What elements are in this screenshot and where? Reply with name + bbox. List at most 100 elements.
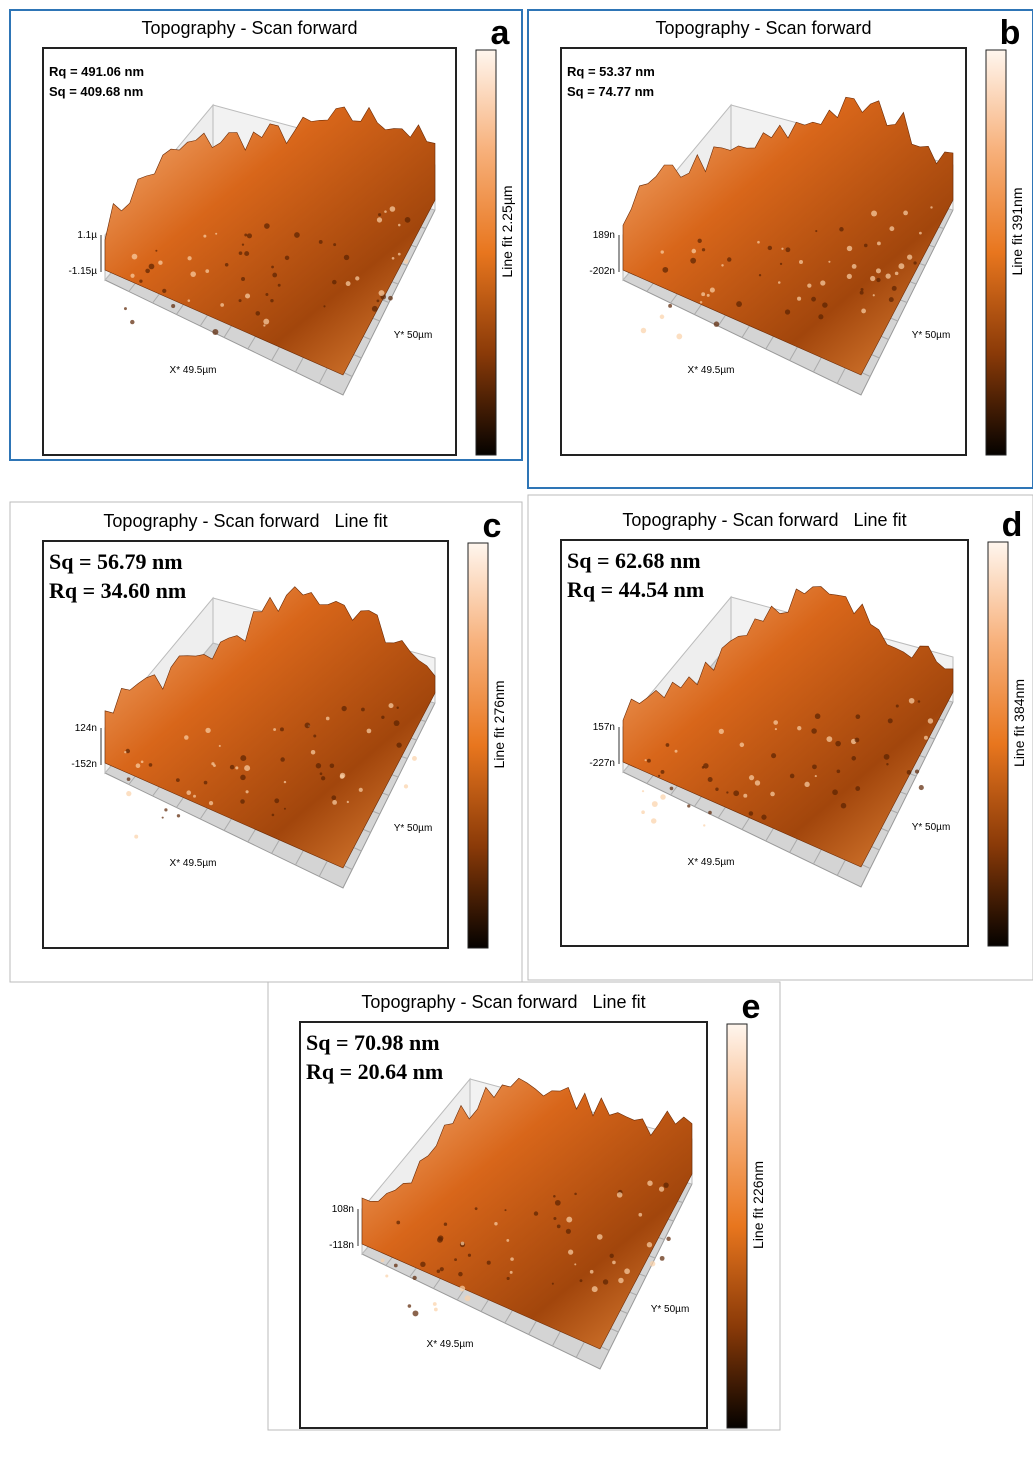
surface-texture	[141, 761, 144, 764]
surface-texture	[344, 255, 349, 260]
surface-texture	[852, 264, 857, 269]
surface-texture	[708, 811, 712, 815]
surface-texture	[888, 718, 893, 723]
surface-texture	[778, 281, 781, 284]
colorbar-label: Line fit 2.25µm	[499, 185, 515, 277]
surface-texture	[263, 319, 269, 325]
surface-texture	[319, 240, 323, 244]
surface-texture	[246, 790, 249, 793]
surface-texture	[377, 299, 380, 302]
surface-texture	[379, 290, 385, 296]
surface-texture	[187, 256, 191, 260]
surface-texture	[786, 247, 791, 252]
surface-texture	[566, 1217, 572, 1223]
surface-texture	[568, 1249, 573, 1254]
z-top-label: 124n	[75, 723, 97, 734]
panel-letter: c	[483, 507, 502, 545]
surface-texture	[818, 314, 823, 319]
surface-texture	[592, 1286, 598, 1292]
z-bottom-label: -152n	[71, 759, 97, 770]
surface-texture	[437, 1237, 443, 1243]
surface-texture	[413, 1276, 417, 1280]
panel-title: Topography - Scan forward Line fit	[361, 992, 645, 1012]
surface-texture	[755, 780, 760, 785]
surface-texture	[820, 280, 825, 285]
surface-texture	[703, 824, 705, 826]
surface-texture	[797, 726, 801, 730]
y-axis-label: Y* 50µm	[912, 330, 951, 341]
surface-texture	[392, 257, 395, 260]
colorbar	[468, 543, 488, 948]
surface-texture	[330, 763, 335, 768]
surface-texture	[662, 267, 668, 273]
surface-texture	[687, 804, 690, 807]
y-axis-label: Y* 50µm	[394, 823, 433, 834]
surface-texture	[326, 717, 330, 721]
surface-texture	[405, 217, 411, 223]
surface-texture	[215, 233, 217, 235]
surface-texture	[316, 763, 321, 768]
surface-texture	[749, 775, 754, 780]
surface-texture	[396, 742, 401, 747]
surface-texture	[240, 755, 246, 761]
surface-texture	[136, 763, 141, 768]
surface-texture	[177, 814, 180, 817]
surface-texture	[437, 1269, 441, 1273]
surface-texture	[239, 251, 243, 255]
surface-texture	[597, 1234, 603, 1240]
surface-texture	[676, 334, 682, 340]
surface-texture	[719, 729, 724, 734]
surface-texture	[851, 756, 856, 761]
surface-texture	[404, 259, 409, 264]
surface-texture	[398, 253, 401, 256]
surface-texture	[444, 1223, 447, 1226]
surface-texture	[892, 286, 897, 291]
x-axis-label: X* 49.5µm	[170, 858, 217, 869]
surface-texture	[240, 775, 246, 781]
surface-texture	[715, 788, 718, 791]
surface-texture	[930, 206, 932, 208]
surface-texture	[504, 1209, 506, 1211]
surface-texture	[164, 808, 167, 811]
surface-texture	[617, 1192, 623, 1198]
surface-texture	[641, 810, 645, 814]
surface-texture	[130, 274, 134, 278]
surface-texture	[408, 1304, 412, 1308]
surface-texture	[855, 786, 860, 791]
surface-texture	[171, 304, 175, 308]
surface-texture	[861, 309, 866, 314]
surface-texture	[440, 1267, 444, 1271]
surface-texture	[313, 734, 316, 737]
surface-texture	[230, 765, 235, 770]
surface-texture	[378, 213, 381, 216]
surface-texture	[726, 791, 728, 793]
surface-texture	[770, 792, 775, 797]
surface-texture	[797, 297, 801, 301]
roughness-stat: Sq = 56.79 nm	[49, 549, 183, 574]
surface-texture	[244, 251, 249, 256]
panel: Topography - Scan forwardbRq = 53.37 nmS…	[528, 10, 1033, 488]
surface-texture	[701, 292, 705, 296]
surface-texture	[790, 774, 795, 779]
surface-texture	[270, 299, 273, 302]
surface-texture	[459, 1286, 465, 1292]
surface-texture	[225, 263, 229, 267]
z-top-label: 1.1µ	[77, 230, 97, 241]
surface-texture	[839, 227, 843, 231]
surface-texture	[394, 1264, 398, 1268]
surface-texture	[420, 1262, 425, 1267]
surface-texture	[661, 250, 664, 253]
surface-texture	[507, 1277, 510, 1280]
surface-texture	[475, 1207, 478, 1210]
surface-texture	[247, 233, 252, 238]
surface-texture	[305, 723, 311, 729]
surface-texture	[381, 716, 384, 719]
surface-texture	[668, 304, 672, 308]
surface-texture	[812, 764, 817, 769]
surface-texture	[698, 239, 702, 243]
surface-texture	[663, 1182, 668, 1187]
surface-texture	[714, 321, 719, 326]
surface-texture	[612, 1261, 616, 1265]
surface-texture	[889, 226, 894, 231]
surface-texture	[534, 1211, 538, 1215]
